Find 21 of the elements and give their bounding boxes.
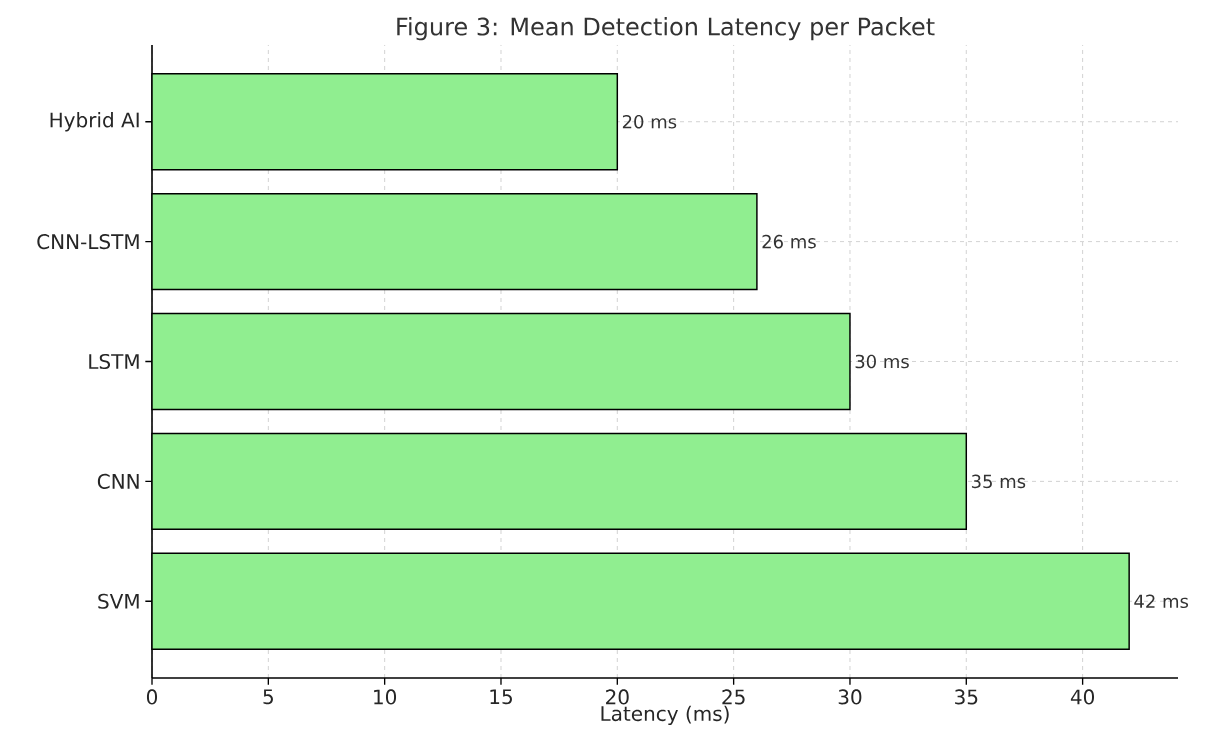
y-tick-label: LSTM: [89, 353, 139, 370]
x-tick-label: 10: [374, 689, 397, 705]
x-tick-label: 20: [606, 689, 629, 705]
y-tick-label: CNN: [97, 473, 139, 489]
y-tick-label: Hybrid AI: [50, 112, 139, 132]
data-label: 20 ms: [622, 114, 677, 129]
data-label: 42 ms: [1134, 594, 1189, 609]
data-label: 26 ms: [762, 234, 816, 249]
x-tick-label: 35: [955, 689, 978, 705]
x-tick-label: 5: [263, 689, 273, 705]
x-axis-title: Latency (ms): [601, 705, 729, 725]
y-tick-label: CNN-LSTM: [37, 234, 139, 250]
chart-title: Figure 3: Mean Detection Latency per Packet: [397, 17, 935, 41]
y-tick-label: SVM: [98, 593, 139, 609]
x-tick-label: 15: [490, 689, 512, 705]
data-label: 35 ms: [971, 474, 1026, 489]
x-tick-label: 0: [146, 689, 158, 705]
data-label: 30 ms: [855, 354, 909, 369]
x-tick-label: 30: [838, 689, 862, 705]
x-tick-label: 40: [1070, 689, 1095, 705]
x-tick-label: 25: [722, 689, 745, 705]
